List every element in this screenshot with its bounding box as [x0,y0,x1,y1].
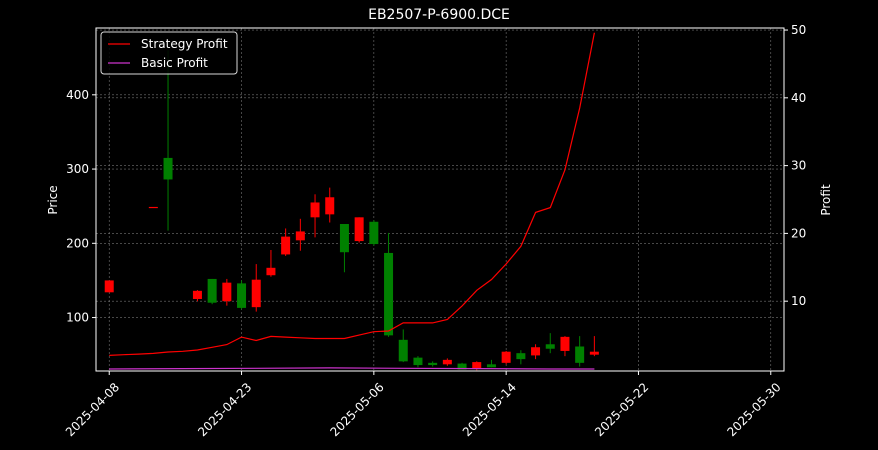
left-tick-label: 200 [66,236,89,250]
right-axis-ticks: 10 20 30 40 50 [784,23,806,308]
candle-body [192,290,202,299]
candle-body [516,353,526,360]
candle-body [207,278,217,303]
candle-body [369,221,379,245]
candle-body [384,252,394,336]
left-axis-label: Price [46,185,60,214]
candle-body [281,236,291,255]
profit-lines [109,32,595,370]
candle-body [560,336,570,351]
legend-box [100,31,238,75]
right-axis-label: Profit [819,184,833,216]
left-tick-label: 400 [66,88,89,102]
candle-body [163,157,173,180]
right-tick-label: 10 [791,294,806,308]
right-tick-label: 20 [791,226,806,240]
chart-title: EB2507-P-6900.DCE [368,7,510,23]
candle-body [472,362,482,369]
candle-body [251,279,261,308]
legend-strategy-label: Strategy Profit [141,37,228,51]
candle-body [413,357,423,366]
right-tick-label: 50 [791,23,806,37]
candle-body [325,197,335,215]
right-tick-label: 30 [791,159,806,173]
candle-body [266,267,276,276]
candle-body [486,364,496,368]
candle-body [104,280,114,293]
candle-body [501,351,511,363]
candle-body [589,351,599,355]
candle-body [442,359,452,365]
candle-body [428,362,438,366]
grid [96,28,784,371]
legend: Strategy Profit Basic Profit [100,31,238,75]
candle-body [339,224,349,253]
candle-body [531,347,541,356]
candle-body [457,363,467,370]
candle-body [222,282,232,302]
strategy-profit-line [109,32,595,356]
right-tick-label: 40 [791,91,806,105]
candle-body [354,217,364,242]
candles [104,50,599,371]
candle-body [310,202,320,218]
candle-body [237,283,247,308]
basic-profit-line [109,367,595,370]
candle-body [398,339,408,362]
legend-basic-label: Basic Profit [141,56,208,70]
left-axis-ticks: 100 200 300 400 [66,88,96,325]
plot-frame [95,27,785,372]
candle-body [148,206,158,209]
candle-body [545,344,555,349]
candle-body [295,231,305,241]
candle-body [575,346,585,363]
left-tick-label: 100 [66,311,89,325]
left-tick-label: 300 [66,162,89,176]
